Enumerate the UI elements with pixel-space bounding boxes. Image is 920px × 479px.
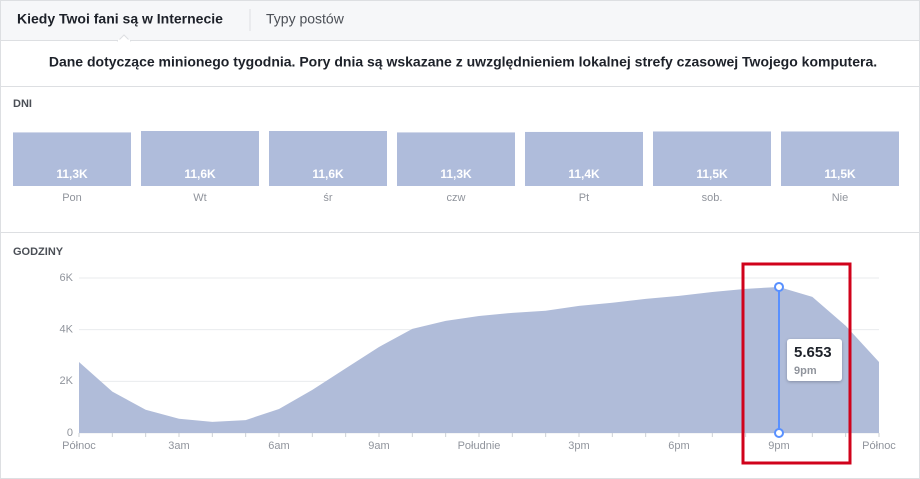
section-title: DNI xyxy=(13,98,32,110)
section-title: GODZINY xyxy=(13,246,64,258)
x-tick-label: 9pm xyxy=(768,440,789,452)
day-label: Nie xyxy=(832,192,849,204)
bar-label: 11,5K xyxy=(696,167,728,181)
day-label: sob. xyxy=(702,192,723,204)
x-tick-label: 9am xyxy=(368,440,389,452)
bar-label: 11,5K xyxy=(824,167,856,181)
day-bar xyxy=(141,131,259,186)
tooltip-time: 9pm xyxy=(794,365,817,377)
hover-point xyxy=(774,281,784,292)
y-tick-label: 6K xyxy=(60,272,74,284)
tab-bar xyxy=(1,1,919,40)
day-label: Pt xyxy=(579,192,589,204)
day-label: śr xyxy=(323,192,333,204)
bar-label: 11,3K xyxy=(56,167,88,181)
x-tick-label: 3pm xyxy=(568,440,589,452)
y-tick-label: 0 xyxy=(67,427,73,439)
day-label: Pon xyxy=(62,192,82,204)
hover-base xyxy=(774,428,784,438)
bar-label: 11,6K xyxy=(312,167,344,181)
y-tick-label: 4K xyxy=(60,324,74,336)
tab[interactable]: Kiedy Twoi fani są w Internecie xyxy=(17,11,223,27)
y-tick-label: 2K xyxy=(60,375,74,387)
day-bar xyxy=(653,131,771,186)
x-tick-label: Południe xyxy=(458,440,501,452)
x-tick-label: 6am xyxy=(268,440,289,452)
day-bar xyxy=(781,131,899,186)
x-tick-label: 3am xyxy=(168,440,189,452)
day-bar xyxy=(397,132,515,186)
day-label: Wt xyxy=(193,192,206,204)
hours-area xyxy=(79,286,879,433)
x-tick-label: 6pm xyxy=(668,440,689,452)
bar-label: 11,3K xyxy=(440,167,472,181)
day-label: czw xyxy=(447,192,466,204)
x-tick-label: Północ xyxy=(862,440,896,452)
tab[interactable]: Typy postów xyxy=(266,11,345,27)
tooltip-value: 5.653 xyxy=(794,344,832,361)
bar-label: 11,6K xyxy=(184,167,216,181)
day-bar xyxy=(525,131,643,186)
bar-label: 11,4K xyxy=(568,167,600,181)
description: Dane dotyczące minionego tygodnia. Pory … xyxy=(49,54,877,70)
day-bar xyxy=(269,131,387,186)
tooltip xyxy=(787,339,842,381)
day-bar xyxy=(13,132,131,186)
x-tick-label: Północ xyxy=(62,440,96,452)
highlight-box xyxy=(741,262,852,465)
